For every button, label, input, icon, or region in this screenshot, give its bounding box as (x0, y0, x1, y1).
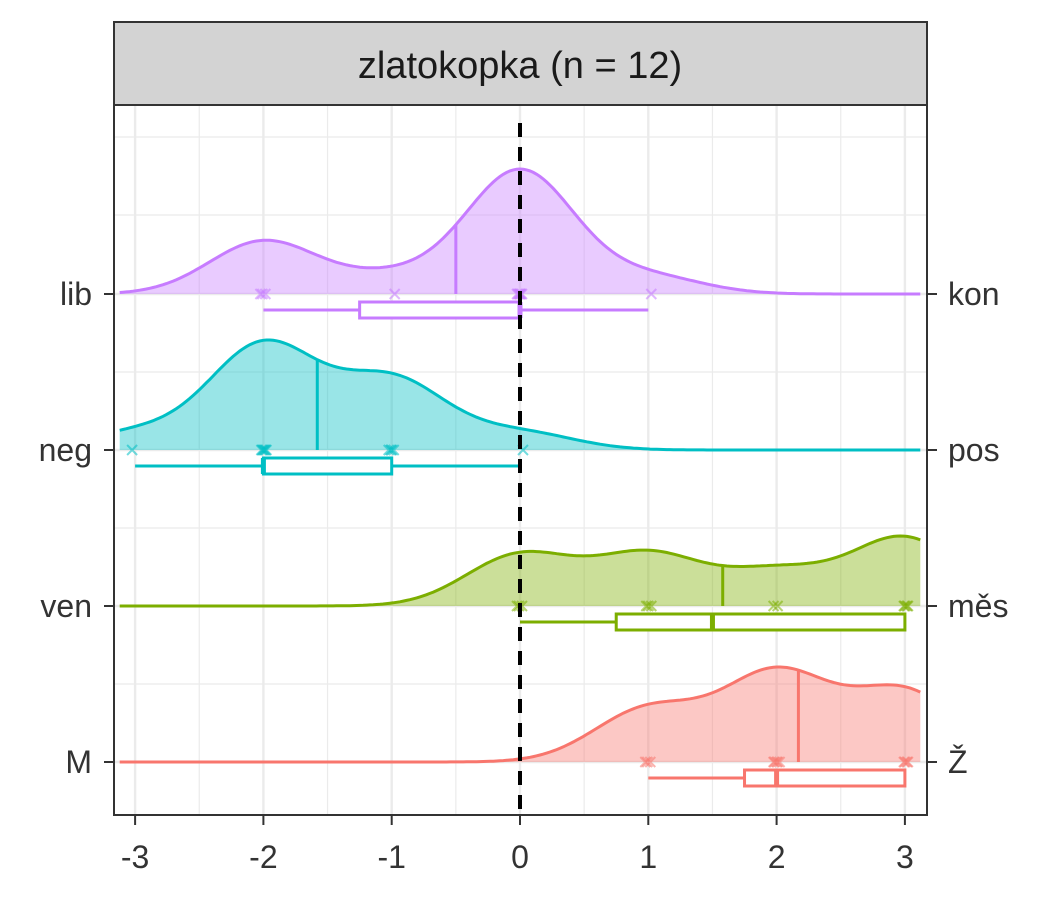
data-point (767, 600, 780, 612)
data-point (384, 444, 397, 456)
data-point (898, 756, 910, 768)
data-point (388, 288, 401, 300)
data-point (898, 600, 910, 612)
y-tick-label-right: pos (948, 432, 1000, 468)
x-tick-label: 1 (639, 839, 657, 875)
data-point (771, 756, 784, 768)
data-point (645, 288, 658, 300)
series-ven-měs (119, 534, 921, 632)
data-point (387, 444, 400, 456)
data-point (254, 288, 267, 300)
data-point (260, 444, 273, 456)
data-point (382, 444, 395, 456)
data-point (256, 288, 269, 300)
x-tick-label: -1 (377, 839, 405, 875)
box-iqr (743, 768, 907, 788)
data-point (255, 444, 268, 456)
data-point (645, 600, 658, 612)
y-tick-label-left: ven (40, 588, 92, 624)
y-tick-label-right: měs (948, 588, 1008, 624)
data-point (641, 756, 654, 768)
x-tick-label: 3 (896, 839, 914, 875)
data-point (902, 756, 914, 768)
data-point (642, 600, 655, 612)
density-area (119, 340, 921, 450)
y-tick-label-left: neg (39, 432, 92, 468)
data-point (126, 444, 138, 456)
x-tick-label: -3 (121, 839, 149, 875)
data-point (767, 756, 780, 768)
data-point (639, 756, 652, 768)
density-line (119, 534, 921, 608)
box-iqr (261, 456, 394, 476)
data-point (644, 756, 657, 768)
data-point (259, 288, 272, 300)
x-tick-label: 0 (511, 839, 529, 875)
y-tick-label-left: M (65, 744, 92, 780)
x-tick-label: -2 (249, 839, 277, 875)
series-neg-pos (119, 338, 921, 476)
facet-strip (113, 21, 928, 106)
y-tick-label-left: lib (60, 276, 92, 312)
x-tick-label: 2 (768, 839, 786, 875)
y-tick-label-right: kon (948, 276, 1000, 312)
facet-strip-title: zlatokopka (n = 12) (358, 45, 682, 87)
data-point (771, 600, 784, 612)
box-iqr (358, 300, 522, 320)
y-tick-label-right: Ž (948, 744, 968, 780)
data-point (902, 600, 914, 612)
data-point (640, 600, 653, 612)
density-line (119, 338, 921, 452)
box-iqr (614, 612, 907, 632)
density-line (119, 167, 921, 296)
density-area (119, 536, 921, 606)
data-point (258, 444, 271, 456)
